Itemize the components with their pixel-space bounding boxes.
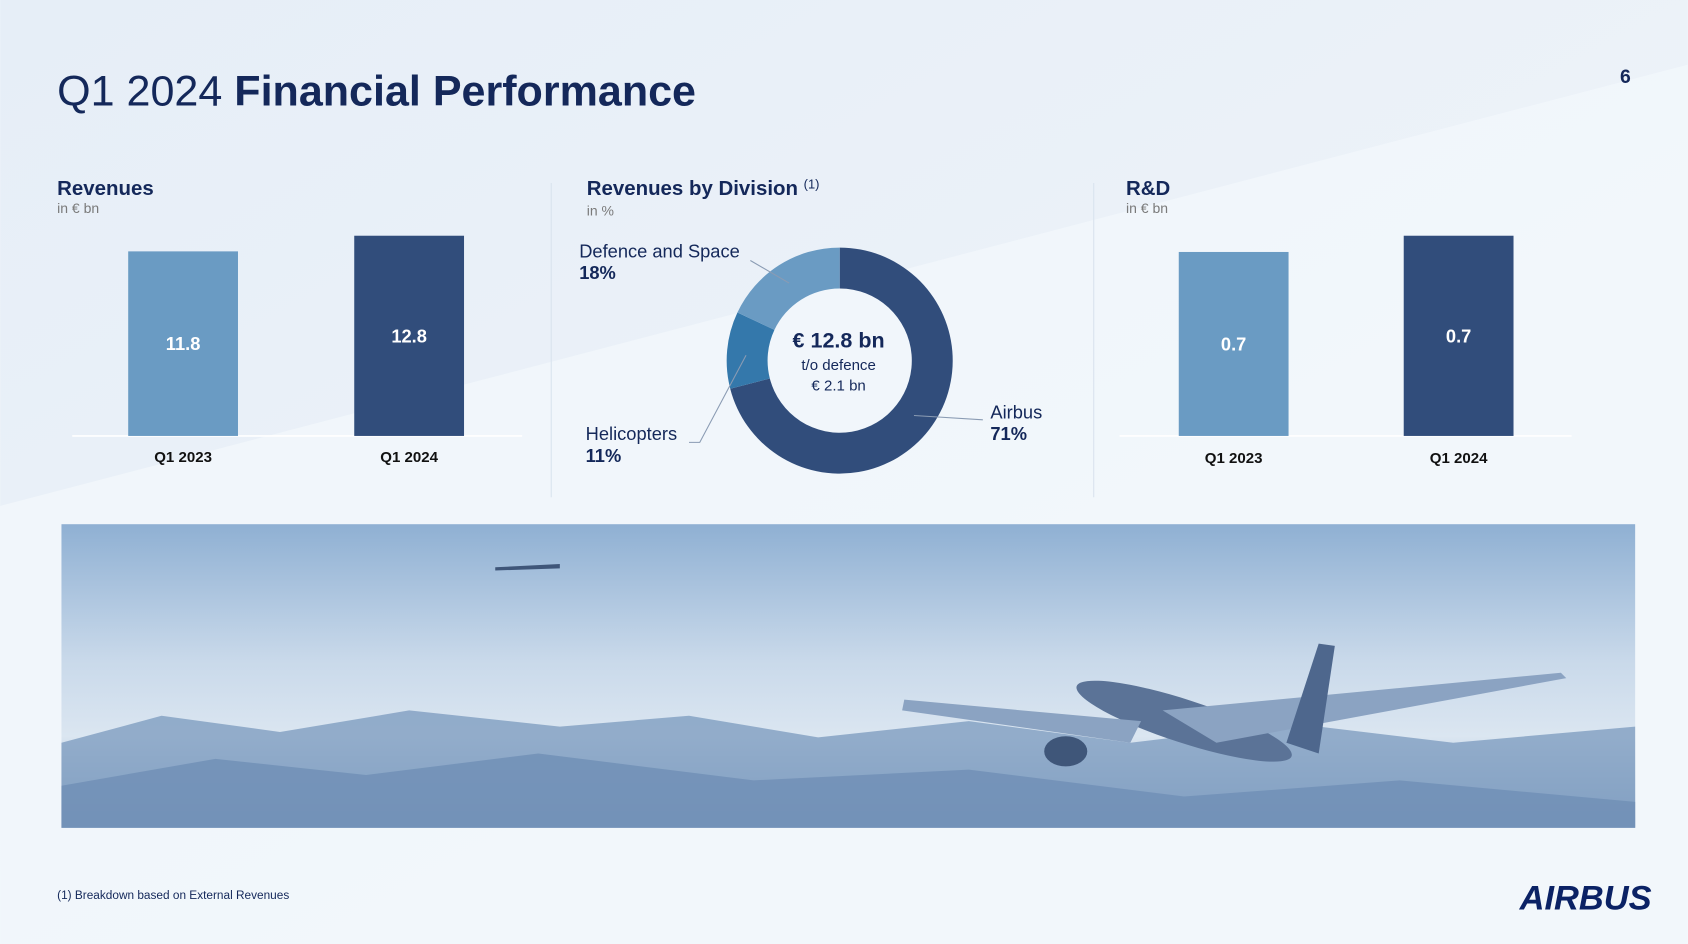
logo: AIRBUS: [1519, 880, 1652, 918]
title-prefix: Q1 2024: [57, 67, 222, 115]
chart-subtitle: in € bn: [1126, 200, 1168, 216]
x-tick-label: Q1 2024: [380, 449, 438, 466]
leader-line: [913, 414, 983, 421]
center-text: € 2.1 bn: [811, 378, 865, 395]
center-text: € 12.8 bn: [793, 329, 885, 353]
chart-title-text: Revenues: [57, 177, 154, 200]
photo-plane-wing: [1162, 672, 1567, 743]
value-label: 12.8: [391, 325, 427, 346]
segment-label: Helicopters: [586, 423, 677, 444]
chart-title: Revenues: [57, 177, 154, 200]
photo-mountains: [61, 753, 1636, 828]
photo: [61, 524, 1636, 828]
donut-segment: [730, 247, 953, 474]
segment-value: 11%: [586, 445, 622, 466]
segment-value: 18%: [579, 262, 616, 283]
chart-title: R&D: [1126, 177, 1170, 200]
title-main: Financial Performance: [234, 67, 696, 115]
segment-value: 71%: [990, 423, 1027, 444]
bar: [128, 251, 238, 436]
page-number: 6: [1620, 66, 1631, 88]
donut-segment: [737, 247, 840, 330]
leader-line: [688, 354, 747, 443]
slide-title: Q1 2024 Financial Performance: [57, 67, 696, 115]
value-label: 11.8: [166, 333, 201, 354]
segment-label: Defence and Space: [579, 240, 740, 261]
leader-line: [750, 260, 790, 284]
chart-title-text: Revenues by Division: [587, 177, 798, 200]
x-tick-label: Q1 2023: [1205, 450, 1263, 467]
x-tick-label: Q1 2024: [1430, 450, 1488, 467]
value-label: 0.7: [1446, 325, 1471, 346]
photo-small-plane: [495, 564, 560, 571]
photo-plane-tail: [1286, 643, 1335, 754]
chart-title: Revenues by Division (1): [587, 176, 820, 199]
x-tick-label: Q1 2023: [154, 449, 212, 466]
value-label: 0.7: [1221, 333, 1246, 354]
photo-plane-wing: [902, 699, 1142, 743]
bar: [1403, 235, 1514, 436]
title-note: (1): [804, 176, 820, 191]
photo-plane-engine: [1044, 736, 1088, 767]
chart-title-text: R&D: [1126, 177, 1170, 200]
chart-subtitle: in € bn: [57, 200, 99, 216]
bar: [354, 235, 465, 436]
segment-label: Airbus: [990, 402, 1042, 423]
footnote: (1) Breakdown based on External Revenues: [57, 888, 289, 902]
chart-subtitle: in %: [587, 202, 614, 218]
center-text: t/o defence: [801, 357, 875, 374]
bar: [1178, 251, 1289, 436]
